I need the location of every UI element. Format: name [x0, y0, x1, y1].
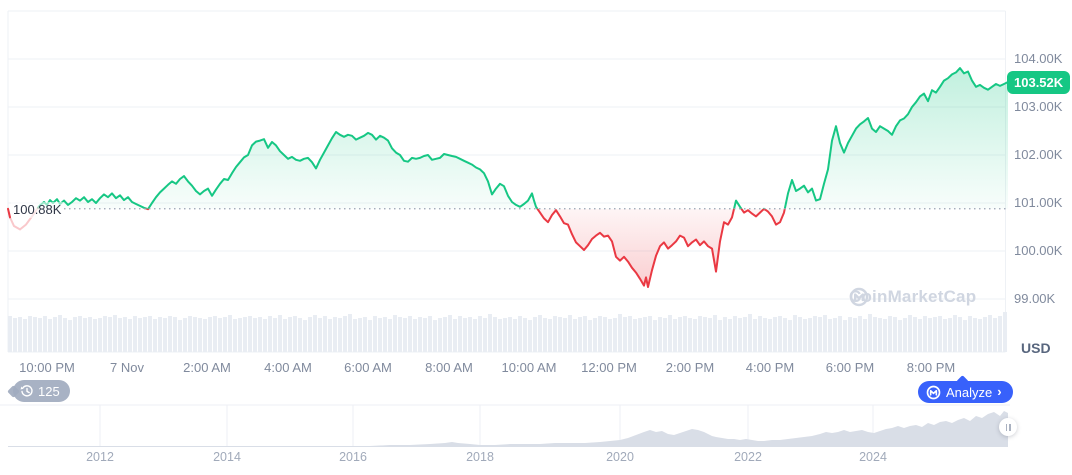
y-axis-label: 103.00K [1014, 99, 1063, 114]
handle-grip-bar [1009, 423, 1011, 431]
chevron-right-icon: › [997, 384, 1002, 399]
history-count: 125 [38, 383, 60, 399]
x-axis-label: 4:00 AM [264, 360, 312, 375]
price-chart[interactable]: 104.00K 103.00K 102.00K 101.00K 100.00K 99.00… [0, 0, 1072, 375]
year-axis-label: 2020 [606, 450, 634, 464]
watermark-text: CoinMarketCap [849, 287, 977, 306]
coinmarketcap-logo-icon [849, 287, 869, 307]
history-navigator-svg [0, 404, 1010, 447]
x-axis-label: 8:00 AM [425, 360, 473, 375]
navigator-range-handle[interactable] [999, 418, 1017, 436]
history-count-badge[interactable]: 125 [7, 380, 70, 402]
year-axis-label: 2014 [213, 450, 241, 464]
coinmarketcap-watermark: CoinMarketCap [849, 287, 976, 307]
x-axis-label: 8:00 PM [906, 360, 956, 375]
currency-label: USD [1021, 340, 1051, 356]
open-price-label: 100.88K [11, 202, 65, 218]
y-axis-label: 102.00K [1014, 147, 1063, 162]
x-axis-label: 4:00 PM [745, 360, 795, 375]
y-axis-label: 101.00K [1014, 195, 1063, 210]
year-axis-label: 2018 [466, 450, 494, 464]
y-axis-label: 99.00K [1014, 291, 1056, 306]
x-axis-label: 10:00 PM [19, 360, 75, 375]
x-axis-label: 7 Nov [110, 360, 144, 375]
history-navigator[interactable] [0, 404, 1072, 470]
x-axis-label: 6:00 PM [825, 360, 875, 375]
x-axis-label: 2:00 PM [665, 360, 715, 375]
x-axis-label: 10:00 AM [501, 360, 557, 375]
analyze-button[interactable]: Analyze › [918, 375, 1013, 403]
analyze-label: Analyze [946, 384, 993, 400]
last-price-badge: 103.52K [1007, 71, 1071, 94]
x-axis-label: 12:00 PM [581, 360, 637, 375]
coinmarketcap-logo-icon [926, 385, 941, 399]
badge-left-pointer [7, 385, 20, 398]
year-axis-label: 2022 [734, 450, 762, 464]
price-chart-svg [7, 10, 1009, 353]
x-axis-label: 6:00 AM [344, 360, 392, 375]
handle-grip-bar [1005, 423, 1007, 431]
history-clock-icon [20, 385, 33, 397]
x-axis-label: 2:00 AM [183, 360, 231, 375]
year-axis-label: 2012 [86, 450, 114, 464]
year-axis-label: 2024 [859, 450, 887, 464]
year-axis-label: 2016 [339, 450, 367, 464]
y-axis-label: 100.00K [1014, 243, 1063, 258]
y-axis-label: 104.00K [1014, 51, 1063, 66]
